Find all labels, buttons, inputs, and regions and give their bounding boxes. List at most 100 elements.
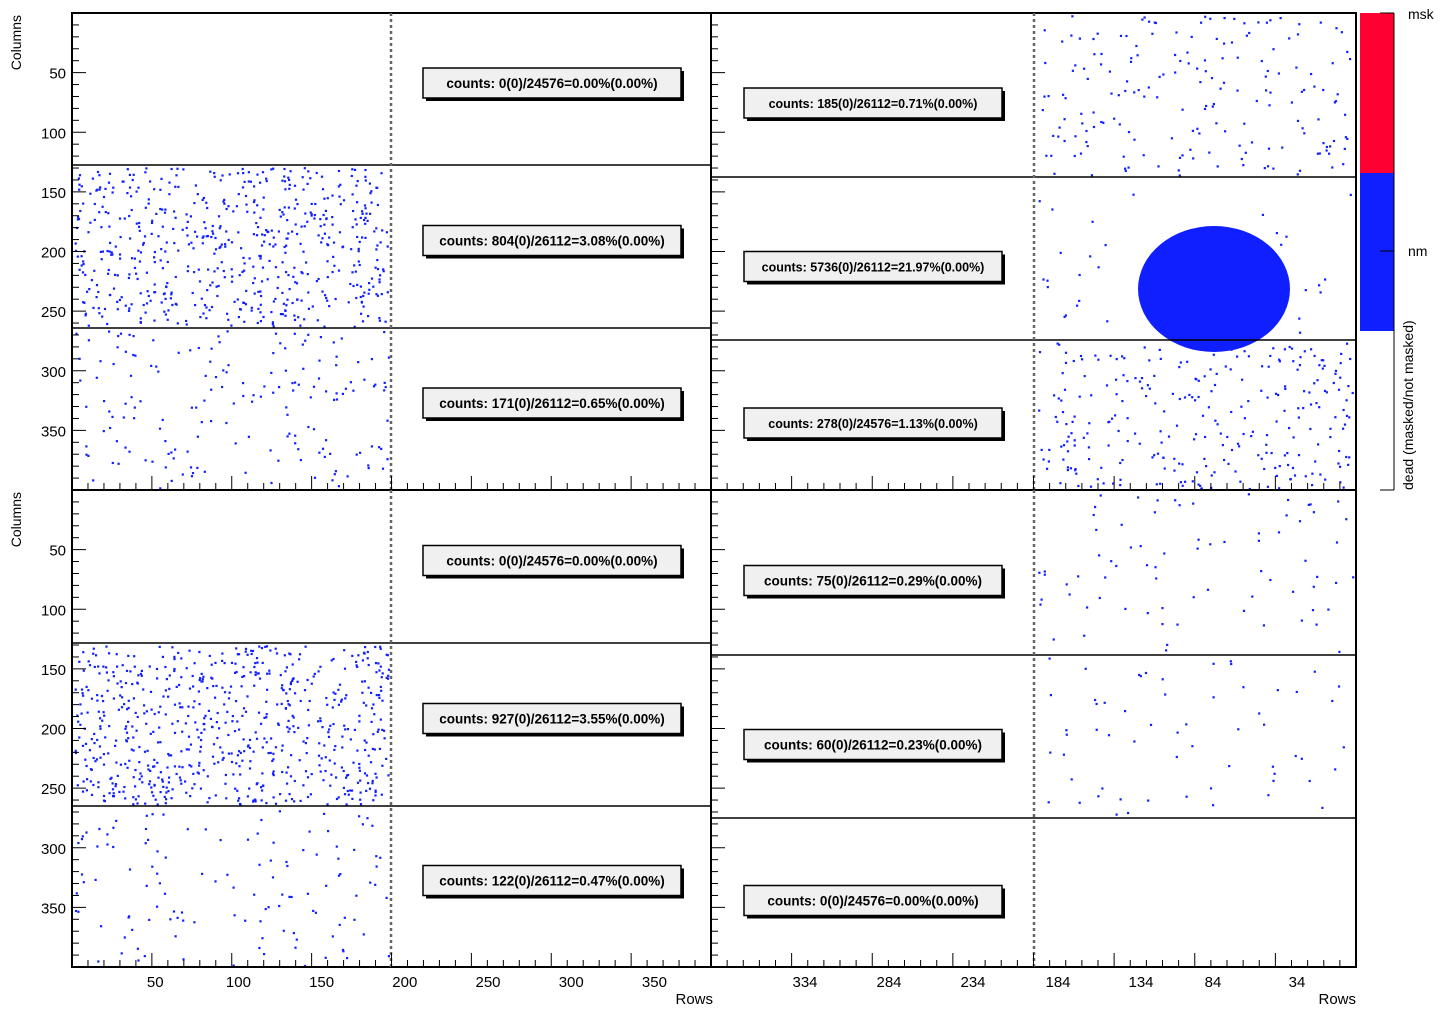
dead-pixel bbox=[379, 718, 382, 721]
dead-pixel bbox=[130, 396, 133, 399]
dead-pixel bbox=[1181, 154, 1184, 157]
dead-pixel bbox=[278, 904, 281, 908]
dead-pixel bbox=[100, 258, 103, 261]
dead-pixel bbox=[1258, 712, 1261, 715]
dead-pixel bbox=[1281, 146, 1284, 149]
dead-pixel bbox=[1349, 357, 1352, 361]
dead-pixel bbox=[224, 782, 227, 785]
dead-pixel bbox=[1133, 740, 1136, 743]
dead-pixel bbox=[1089, 485, 1093, 488]
dead-pixel bbox=[1229, 342, 1232, 345]
dead-pixel bbox=[127, 720, 130, 723]
dead-pixel bbox=[111, 461, 114, 465]
dead-pixel bbox=[317, 670, 320, 673]
dead-pixel bbox=[1038, 409, 1041, 412]
dead-pixel bbox=[1135, 44, 1138, 48]
dead-pixel bbox=[262, 208, 265, 211]
dead-pixel bbox=[1088, 422, 1091, 425]
dead-pixel bbox=[250, 306, 253, 309]
dead-pixel bbox=[1072, 359, 1075, 363]
dead-pixel bbox=[203, 728, 206, 731]
dead-pixel bbox=[1318, 152, 1321, 155]
dead-pixel bbox=[159, 791, 162, 794]
dead-pixel bbox=[1208, 256, 1211, 259]
dead-pixel bbox=[328, 759, 331, 762]
dead-pixel bbox=[162, 785, 165, 788]
dead-pixel bbox=[76, 255, 79, 258]
dead-pixel bbox=[1089, 255, 1092, 258]
dead-pixel bbox=[270, 168, 273, 171]
dead-pixel bbox=[364, 207, 367, 210]
dead-pixel bbox=[111, 253, 114, 256]
dead-pixel bbox=[1243, 122, 1246, 125]
dead-pixel bbox=[1352, 576, 1355, 579]
dead-pixel bbox=[356, 749, 359, 752]
dead-pixel bbox=[300, 299, 303, 302]
dead-pixel bbox=[256, 226, 260, 229]
dead-pixel bbox=[366, 817, 369, 820]
dead-pixel bbox=[366, 657, 369, 660]
dead-pixel bbox=[161, 267, 164, 270]
dead-pixel bbox=[1114, 414, 1117, 417]
dead-pixel bbox=[1078, 273, 1081, 277]
dead-pixel bbox=[358, 240, 361, 243]
dead-pixel bbox=[256, 173, 259, 176]
dead-pixel bbox=[380, 293, 383, 296]
dead-pixel bbox=[375, 293, 378, 296]
dead-pixel bbox=[361, 659, 364, 662]
dead-pixel bbox=[387, 774, 390, 777]
dead-pixel bbox=[352, 284, 355, 288]
dead-pixel bbox=[117, 708, 120, 711]
dead-pixel bbox=[227, 752, 230, 755]
dead-pixel bbox=[1331, 62, 1334, 65]
dead-pixel bbox=[1127, 131, 1131, 134]
dead-pixel bbox=[253, 277, 256, 280]
dead-pixel bbox=[266, 278, 269, 281]
dead-pixel bbox=[158, 882, 161, 885]
dead-pixel bbox=[116, 665, 119, 668]
dead-pixel bbox=[189, 215, 192, 218]
counts-label: counts: 171(0)/26112=0.65%(0.00%) bbox=[439, 396, 665, 411]
dead-pixel bbox=[258, 946, 261, 950]
dead-pixel bbox=[382, 268, 385, 271]
x-tick-label: 34 bbox=[1289, 974, 1306, 991]
dead-pixel bbox=[193, 662, 196, 665]
dead-pixel bbox=[200, 297, 203, 300]
dead-pixel bbox=[187, 735, 191, 738]
dead-pixel bbox=[364, 222, 367, 225]
dead-pixel bbox=[276, 286, 279, 290]
y-axis-label: Columns bbox=[8, 15, 24, 70]
dead-pixel bbox=[77, 720, 80, 723]
dead-pixel bbox=[285, 244, 288, 247]
dead-pixel bbox=[367, 315, 370, 318]
dead-pixel bbox=[201, 678, 204, 681]
dead-pixel bbox=[84, 758, 87, 761]
dead-pixel bbox=[98, 672, 101, 675]
dead-pixel bbox=[167, 309, 170, 312]
dead-pixel bbox=[1115, 378, 1118, 381]
dead-pixel bbox=[280, 702, 283, 705]
dead-pixel bbox=[222, 369, 225, 372]
dead-pixel bbox=[1192, 502, 1195, 505]
dead-pixel bbox=[1095, 728, 1098, 731]
dead-pixel bbox=[307, 307, 310, 310]
dead-pixel bbox=[372, 703, 375, 706]
dead-pixel bbox=[95, 758, 98, 761]
dead-pixel bbox=[99, 725, 102, 728]
dead-pixel bbox=[148, 918, 151, 921]
dead-pixel bbox=[325, 884, 328, 887]
dead-pixel bbox=[326, 276, 329, 279]
dead-pixel bbox=[1332, 381, 1335, 385]
dead-pixel bbox=[135, 272, 138, 275]
dead-pixel bbox=[381, 229, 384, 232]
dead-pixel bbox=[282, 929, 285, 932]
dead-pixel bbox=[1126, 80, 1129, 83]
dead-pixel bbox=[1040, 448, 1043, 451]
dead-pixel bbox=[303, 689, 307, 692]
dead-pixel bbox=[1209, 17, 1212, 20]
dead-pixel bbox=[107, 212, 110, 215]
dead-pixel bbox=[127, 309, 131, 312]
dead-pixel bbox=[1063, 388, 1067, 391]
dead-pixel bbox=[89, 192, 92, 195]
dead-pixel bbox=[1212, 804, 1215, 807]
